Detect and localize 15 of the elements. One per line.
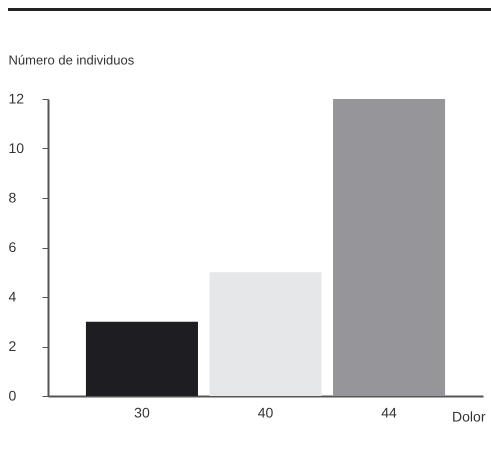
bar	[333, 99, 446, 396]
y-tick-label: 2	[8, 338, 16, 354]
y-tick-label: 6	[8, 239, 16, 255]
x-tick-label: 30	[134, 404, 150, 420]
x-tick-label: 40	[258, 404, 274, 420]
y-tick-label: 4	[8, 288, 16, 304]
y-tick-label: 0	[8, 388, 16, 404]
x-axis-title: Dolor	[452, 408, 486, 424]
x-tick-label: 44	[381, 404, 398, 420]
y-axis-title: Número de individuos	[8, 52, 135, 68]
bar	[209, 272, 322, 396]
y-tick-label: 10	[8, 140, 24, 156]
y-tick-label: 8	[8, 190, 16, 206]
y-tick-label: 12	[8, 90, 24, 106]
bar	[86, 322, 198, 396]
